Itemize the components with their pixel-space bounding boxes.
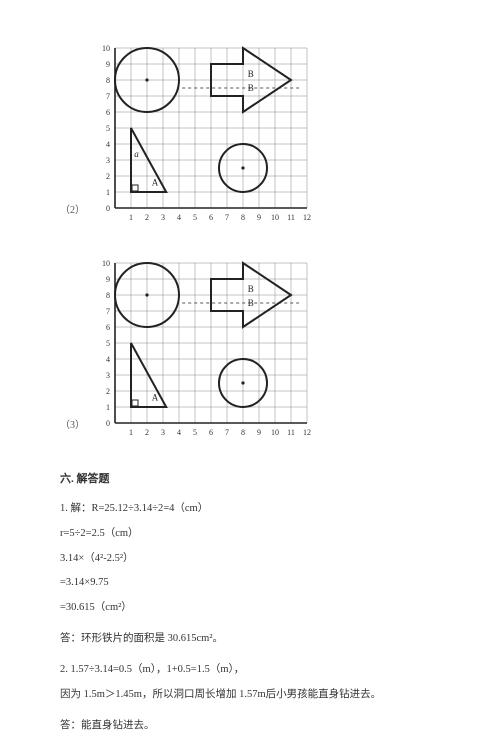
- figure-label-3: （3）: [60, 417, 85, 445]
- svg-text:6: 6: [106, 108, 110, 117]
- svg-text:10: 10: [102, 259, 110, 268]
- svg-text:5: 5: [106, 124, 110, 133]
- svg-text:2: 2: [106, 172, 110, 181]
- section-title: 六. 解答题: [60, 470, 440, 490]
- svg-text:12: 12: [303, 213, 311, 222]
- svg-text:7: 7: [225, 213, 229, 222]
- svg-text:6: 6: [106, 323, 110, 332]
- figure-block-3: （3） 012345678910123456789101112ABB: [60, 255, 440, 445]
- svg-text:B: B: [248, 83, 254, 93]
- svg-text:1: 1: [129, 213, 133, 222]
- svg-text:10: 10: [271, 213, 279, 222]
- svg-text:A: A: [152, 178, 159, 188]
- q1-step-3: 3.14×（4²-2.5²）: [60, 550, 440, 569]
- svg-text:a: a: [134, 149, 139, 159]
- svg-text:8: 8: [106, 76, 110, 85]
- grid-figure-3: 012345678910123456789101112ABB: [93, 255, 313, 445]
- svg-text:2: 2: [145, 428, 149, 437]
- svg-text:5: 5: [106, 339, 110, 348]
- svg-text:B: B: [248, 69, 254, 79]
- svg-text:8: 8: [241, 213, 245, 222]
- svg-text:9: 9: [257, 428, 261, 437]
- svg-text:3: 3: [106, 156, 110, 165]
- svg-text:8: 8: [106, 291, 110, 300]
- q1-step-2: r=5÷2=2.5（cm）: [60, 525, 440, 544]
- svg-text:0: 0: [106, 204, 110, 213]
- svg-text:4: 4: [106, 355, 110, 364]
- svg-text:6: 6: [209, 428, 213, 437]
- svg-text:5: 5: [193, 213, 197, 222]
- svg-text:7: 7: [225, 428, 229, 437]
- svg-text:4: 4: [106, 140, 110, 149]
- svg-text:11: 11: [287, 213, 295, 222]
- svg-text:6: 6: [209, 213, 213, 222]
- svg-text:4: 4: [177, 213, 181, 222]
- svg-text:12: 12: [303, 428, 311, 437]
- svg-text:7: 7: [106, 307, 110, 316]
- q1-step-4: =3.14×9.75: [60, 574, 440, 593]
- svg-text:A: A: [152, 393, 159, 403]
- svg-text:9: 9: [257, 213, 261, 222]
- svg-text:1: 1: [106, 403, 110, 412]
- svg-text:0: 0: [106, 419, 110, 428]
- svg-text:10: 10: [102, 44, 110, 53]
- q1-answer: 答：环形铁片的面积是 30.615cm²。: [60, 630, 440, 649]
- svg-text:9: 9: [106, 275, 110, 284]
- q2-answer: 答：能直身钻进去。: [60, 717, 440, 736]
- figure-label-2: （2）: [60, 202, 85, 230]
- svg-text:B: B: [248, 298, 254, 308]
- svg-text:B: B: [248, 284, 254, 294]
- q1-step-5: =30.615（cm²）: [60, 599, 440, 618]
- svg-text:10: 10: [271, 428, 279, 437]
- svg-text:5: 5: [193, 428, 197, 437]
- grid-figure-2: 012345678910123456789101112AaBB: [93, 40, 313, 230]
- q2-step-1: 2. 1.57÷3.14=0.5（m），1+0.5=1.5（m），: [60, 661, 440, 680]
- svg-text:2: 2: [106, 387, 110, 396]
- svg-text:4: 4: [177, 428, 181, 437]
- svg-text:3: 3: [106, 371, 110, 380]
- svg-text:2: 2: [145, 213, 149, 222]
- svg-text:9: 9: [106, 60, 110, 69]
- svg-text:1: 1: [106, 188, 110, 197]
- svg-text:3: 3: [161, 428, 165, 437]
- q1-step-1: 1. 解：R=25.12÷3.14÷2=4（cm）: [60, 500, 440, 519]
- svg-text:8: 8: [241, 428, 245, 437]
- svg-text:1: 1: [129, 428, 133, 437]
- figure-block-2: （2） 012345678910123456789101112AaBB: [60, 40, 440, 230]
- svg-text:3: 3: [161, 213, 165, 222]
- svg-text:11: 11: [287, 428, 295, 437]
- svg-text:7: 7: [106, 92, 110, 101]
- q2-step-2: 因为 1.5m＞1.45m，所以洞口周长增加 1.57m后小男孩能直身钻进去。: [60, 686, 440, 705]
